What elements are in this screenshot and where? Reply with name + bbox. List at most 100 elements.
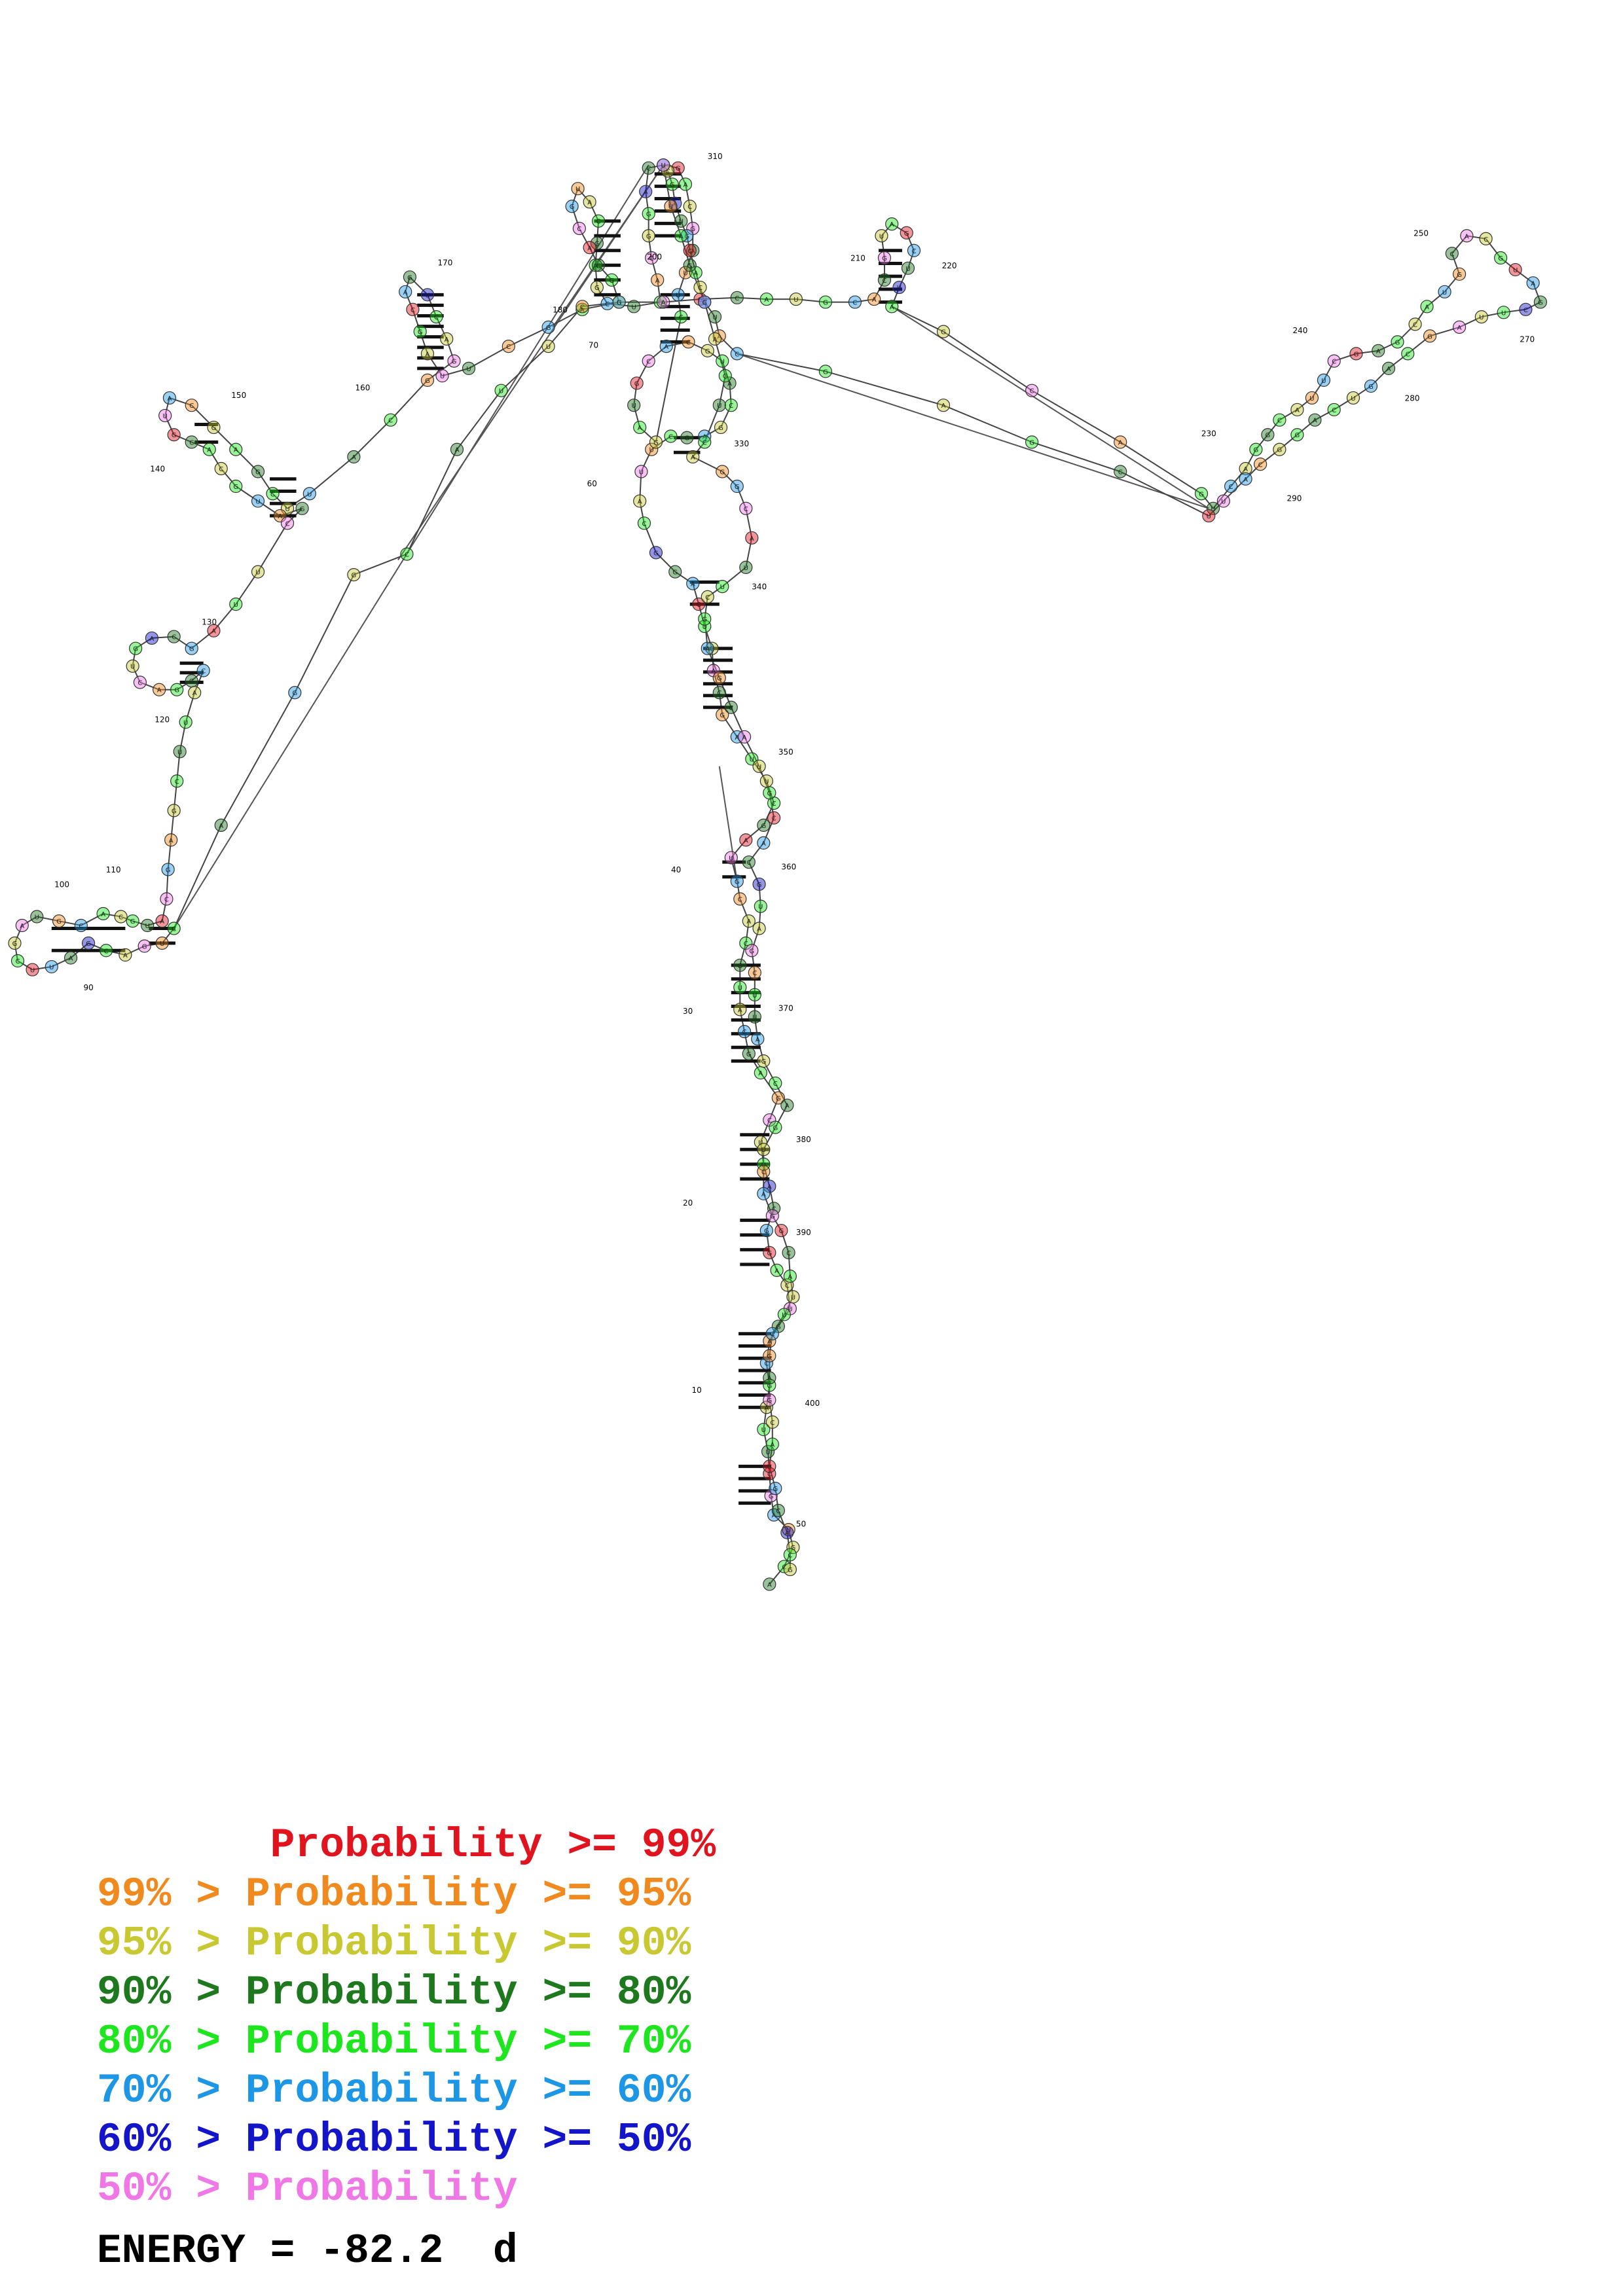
svg-text:A: A [775, 1268, 779, 1275]
nucleotide: C [185, 399, 198, 412]
nucleotide: C [733, 892, 747, 906]
nucleotide: C [133, 675, 147, 689]
svg-text:A: A [1243, 466, 1248, 473]
nucleotide: C [266, 487, 280, 501]
svg-text:C: C [1406, 351, 1410, 358]
svg-text:C: C [776, 1508, 780, 1515]
svg-text:U: U [782, 1312, 786, 1319]
svg-text:C: C [744, 941, 748, 948]
nucleotide: G [413, 325, 427, 338]
position-label: 20 [683, 1198, 693, 1208]
nucleotide: U [671, 288, 685, 302]
nucleotide: A [1526, 276, 1540, 290]
nucleotide: G [541, 320, 555, 334]
svg-text:U: U [1513, 267, 1518, 274]
svg-text:A: A [713, 336, 718, 344]
nucleotide: G [786, 1541, 800, 1554]
nucleotide: A [765, 1437, 779, 1451]
nucleotide: C [683, 243, 697, 257]
nucleotide: A [739, 833, 753, 847]
svg-text:C: C [729, 403, 733, 410]
nucleotide: A [1239, 472, 1252, 486]
nucleotide: A [1114, 435, 1127, 449]
nucleotide: U [1317, 373, 1331, 387]
svg-text:G: G [767, 1250, 772, 1257]
svg-text:G: G [904, 230, 909, 238]
svg-text:G: G [352, 572, 357, 579]
nucleotide: U [302, 487, 316, 501]
svg-text:G: G [56, 918, 62, 925]
svg-text:C: C [388, 418, 393, 425]
svg-text:G: G [594, 241, 600, 248]
svg-text:G: G [1538, 300, 1543, 307]
nucleotide: U [757, 1422, 771, 1437]
svg-text:C: C [668, 433, 673, 440]
rna-structure-diagram: ACGUAGCUUAGCAGUCAGGCAUUCGAGCAUGCACGUAGCU… [8, 152, 1548, 1591]
nucleotide: G [590, 236, 604, 250]
svg-text:C: C [770, 1420, 775, 1427]
svg-text:G: G [710, 646, 715, 653]
nucleotide: U [141, 918, 155, 933]
nucleotide: C [167, 630, 181, 643]
nucleotide: U [420, 288, 435, 302]
svg-text:C: C [172, 926, 176, 933]
nucleotide: G [745, 944, 759, 958]
svg-text:A: A [69, 956, 73, 963]
svg-text:G: G [1354, 351, 1359, 358]
nucleotide: C [1224, 479, 1238, 493]
svg-text:C: C [785, 1282, 790, 1289]
backbone [14, 164, 1542, 1585]
nucleotide: U [462, 361, 476, 375]
svg-text:C: C [1484, 236, 1488, 243]
base-pairs [51, 172, 902, 1505]
svg-text:U: U [255, 569, 260, 577]
svg-text:U: U [757, 764, 761, 771]
svg-text:G: G [1277, 447, 1283, 454]
nucleotide: C [742, 855, 756, 869]
nucleotide: C [730, 347, 744, 361]
position-label: 150 [231, 391, 246, 400]
nucleotide: C [769, 1076, 782, 1090]
svg-text:C: C [679, 314, 684, 321]
svg-text:U: U [499, 388, 503, 395]
nucleotide: G [900, 226, 913, 240]
nucleotide: A [1381, 361, 1396, 375]
svg-text:U: U [720, 584, 725, 591]
svg-text:A: A [772, 1513, 776, 1520]
svg-text:C: C [686, 339, 691, 346]
svg-text:C: C [882, 278, 886, 285]
nucleotide: C [74, 918, 88, 933]
nucleotide: G [775, 1223, 788, 1238]
svg-text:C: C [773, 1081, 778, 1088]
svg-text:G: G [670, 181, 675, 188]
svg-text:G: G [761, 1058, 766, 1066]
nucleotide: U [759, 774, 773, 788]
nucleotide: A [885, 217, 899, 231]
position-label: 160 [355, 384, 370, 393]
nucleotide: A [119, 948, 132, 962]
nucleotide: A [936, 399, 951, 412]
svg-text:C: C [189, 439, 194, 446]
nucleotide: U [748, 988, 761, 1001]
nucleotide: A [674, 229, 688, 243]
nucleotide: G [1364, 379, 1378, 393]
nucleotide: C [765, 1327, 779, 1340]
svg-text:U: U [1221, 499, 1226, 506]
nucleotide: A [686, 243, 700, 257]
nucleotide: G [769, 1482, 782, 1496]
svg-text:G: G [1498, 255, 1503, 262]
nucleotide: A [15, 918, 29, 933]
svg-text:U: U [717, 403, 721, 410]
svg-text:C: C [735, 295, 739, 302]
position-label: 230 [1201, 429, 1216, 438]
svg-text:U: U [440, 373, 445, 380]
nucleotide: A [780, 1098, 794, 1112]
svg-text:A: A [758, 1070, 763, 1077]
position-label: 110 [106, 865, 121, 874]
svg-text:G: G [452, 359, 457, 366]
svg-text:U: U [752, 992, 757, 999]
nucleotide: G [649, 435, 663, 449]
svg-text:A: A [192, 690, 197, 697]
nucleotide: A [686, 577, 700, 590]
svg-text:C: C [596, 219, 601, 226]
